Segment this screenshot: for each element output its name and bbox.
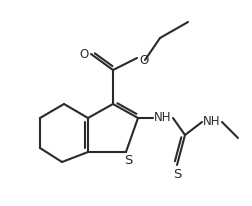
Text: O: O [79,48,89,61]
Text: O: O [139,54,149,67]
Text: NH: NH [154,110,172,124]
Text: S: S [124,154,132,167]
Text: S: S [173,169,181,181]
Text: NH: NH [203,115,221,128]
